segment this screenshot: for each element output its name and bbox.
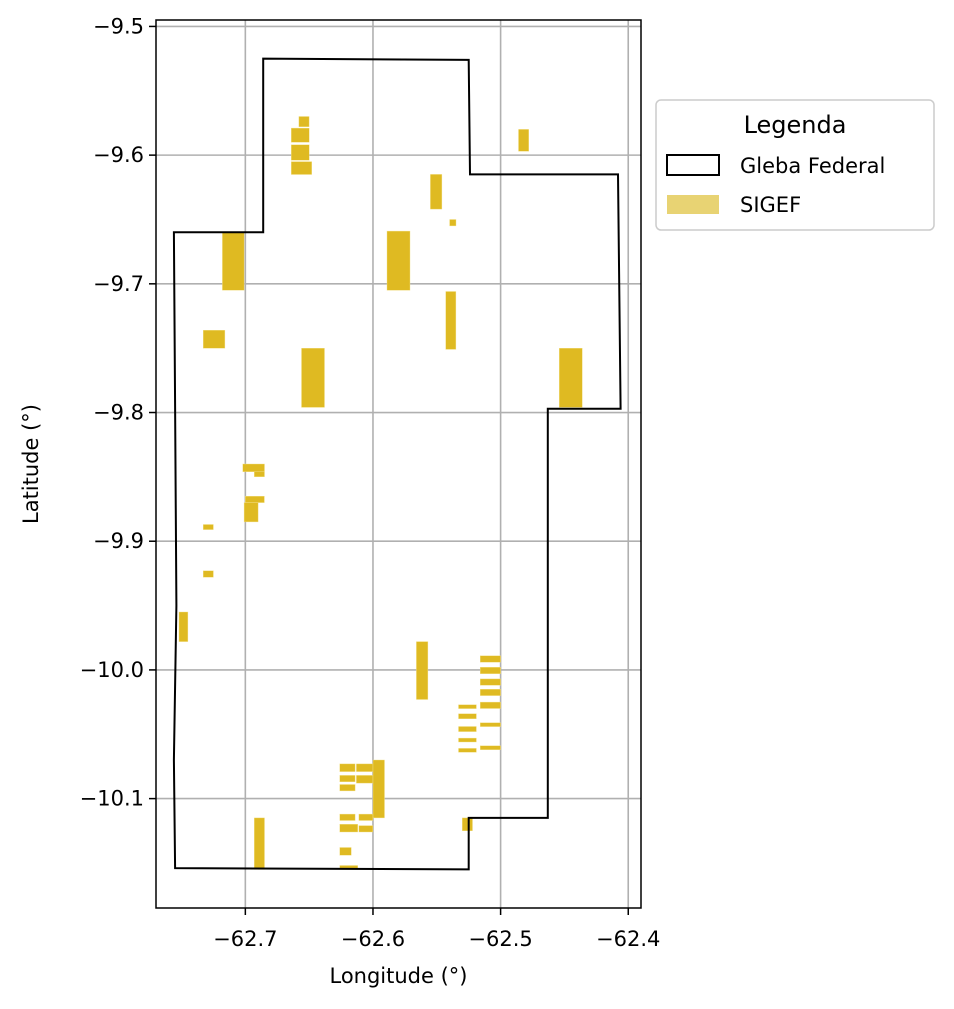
sigef-parcel	[339, 813, 356, 821]
y-tick-label: −9.7	[93, 272, 144, 296]
y-tick-label: −10.0	[80, 658, 144, 682]
gleba-federal-boundary	[172, 57, 622, 871]
sigef-parcels	[178, 116, 583, 870]
x-axis-label: Longitude (°)	[329, 964, 467, 988]
y-tick-label: −9.9	[93, 529, 144, 553]
sigef-parcel	[339, 763, 356, 772]
y-tick-label: −9.5	[93, 14, 144, 38]
sigef-parcel	[480, 701, 501, 709]
sigef-parcel	[358, 813, 374, 821]
sigef-parcel	[291, 144, 310, 161]
y-axis-label: Latitude (°)	[19, 404, 43, 524]
sigef-parcel	[301, 348, 325, 408]
sigef-parcel	[178, 611, 189, 642]
y-tick-label: −10.1	[80, 787, 144, 811]
sigef-parcel	[458, 713, 477, 720]
sigef-parcel	[449, 219, 457, 227]
sigef-parcel	[445, 291, 457, 350]
sigef-parcel	[462, 817, 473, 832]
x-tick-label: −62.4	[596, 927, 660, 951]
legend-title: Legenda	[744, 111, 847, 139]
sigef-parcel	[339, 847, 352, 856]
sigef-parcel	[202, 524, 214, 530]
sigef-parcel	[480, 722, 501, 727]
grid-lines	[156, 20, 641, 908]
sigef-parcel	[298, 116, 310, 128]
legend: Legenda Gleba Federal SIGEF	[655, 99, 935, 231]
sigef-parcel	[458, 737, 477, 743]
sigef-parcel	[202, 570, 214, 578]
sigef-parcel	[356, 775, 374, 784]
sigef-parcel	[458, 726, 477, 732]
legend-label-gleba-federal: Gleba Federal	[740, 154, 885, 178]
sigef-parcel	[243, 502, 259, 523]
sigef-parcel	[339, 784, 356, 792]
sigef-parcel	[245, 496, 265, 503]
sigef-parcel	[480, 667, 501, 674]
sigef-parcel	[480, 745, 501, 750]
plot-frame	[155, 19, 642, 909]
legend-box	[655, 99, 935, 231]
sigef-parcel	[458, 704, 477, 709]
gleba-federal-polygon	[172, 57, 622, 871]
sigef-parcel	[358, 825, 374, 833]
legend-swatch-gleba-federal	[666, 154, 720, 176]
legend-label-sigef: SIGEF	[740, 193, 801, 217]
legend-swatch-sigef	[667, 195, 719, 214]
sigef-parcel	[356, 763, 374, 772]
sigef-parcel	[559, 348, 583, 408]
sigef-parcel	[339, 775, 356, 783]
y-tick-label: −9.6	[93, 143, 144, 167]
x-tick-label: −62.5	[468, 927, 532, 951]
sigef-parcel	[518, 129, 529, 152]
sigef-parcel	[254, 471, 265, 478]
sigef-parcel	[291, 127, 310, 143]
sigef-parcel	[291, 161, 312, 175]
sigef-parcel	[480, 678, 501, 686]
sigef-parcel	[416, 641, 429, 700]
sigef-parcel	[430, 174, 443, 210]
sigef-parcel	[254, 817, 265, 870]
sigef-parcel	[480, 689, 501, 696]
x-tick-label: −62.7	[213, 927, 277, 951]
x-tick-label: −62.6	[341, 927, 405, 951]
sigef-parcel	[372, 759, 385, 819]
axis-ticks: −62.7 −62.6 −62.5 −62.4 −9.5 −9.6 −9.7 −9.8 −9.9…	[80, 14, 661, 951]
sigef-parcel	[386, 230, 411, 291]
sigef-parcel	[222, 232, 245, 291]
sigef-parcel	[202, 330, 226, 349]
sigef-parcel	[480, 655, 501, 663]
sigef-parcel	[458, 748, 477, 753]
sigef-parcel	[242, 463, 265, 472]
sigef-parcel	[339, 824, 358, 833]
y-tick-label: −9.8	[93, 401, 144, 425]
